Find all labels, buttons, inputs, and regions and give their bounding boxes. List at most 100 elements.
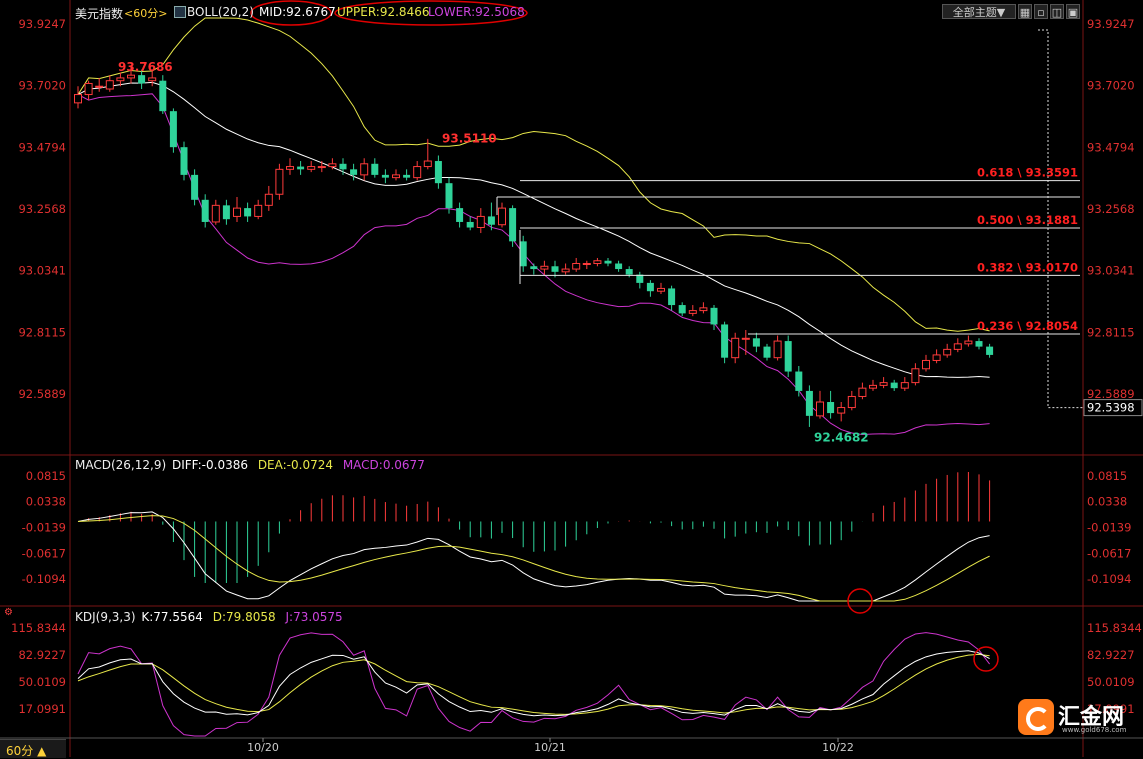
macd-axis-right-label: -0.1094 bbox=[1087, 572, 1131, 586]
candle-body-up bbox=[286, 166, 294, 170]
candle-body-up bbox=[540, 265, 549, 270]
candle-body-down bbox=[795, 371, 803, 391]
kdj-d-line bbox=[77, 653, 990, 715]
candle-body-up bbox=[773, 340, 782, 359]
kdj-axis-right-label: 50.0109 bbox=[1087, 675, 1135, 689]
candle-body-down bbox=[636, 274, 644, 283]
price-axis-left-label: 92.8115 bbox=[18, 325, 66, 339]
candle-body-down bbox=[710, 307, 718, 325]
candle-body-up bbox=[74, 94, 82, 104]
fib-label: 0.382 \ 93.0170 bbox=[977, 260, 1078, 274]
candle-body-up bbox=[657, 287, 665, 292]
kdj-header: KDJ(9,3,3) K:77.5564 D:79.8058 J:73.0575 bbox=[75, 610, 343, 624]
date-label: 10/22 bbox=[822, 741, 854, 754]
candle-body-up bbox=[922, 359, 930, 370]
macd-axis-right-label: -0.0139 bbox=[1087, 520, 1131, 534]
header-bar: 美元指数 <60分> BOLL(20,2) MID:92.6767 UPPER:… bbox=[0, 0, 1143, 22]
brand-logo-mark bbox=[1026, 707, 1050, 731]
indicator-label: BOLL(20,2) bbox=[187, 5, 254, 19]
macd-title: MACD(26,12,9) bbox=[75, 458, 167, 472]
candle-body-up bbox=[105, 80, 114, 90]
candle-body-up bbox=[116, 77, 125, 82]
candle-body-down bbox=[890, 382, 898, 389]
kdj-axis-right-label: 115.8344 bbox=[1087, 621, 1142, 635]
candle-body-up bbox=[84, 82, 93, 96]
fib-label: 0.236 \ 92.8054 bbox=[977, 319, 1078, 333]
price-axis-right-label: 93.9247 bbox=[1087, 17, 1135, 31]
candle-body-down bbox=[604, 260, 612, 264]
boll-upper-line bbox=[77, 17, 990, 332]
brand-logo: 汇金网 www.gold678.com bbox=[1018, 697, 1138, 737]
candle-body-down bbox=[646, 282, 654, 292]
price-axis-right-label: 93.7020 bbox=[1087, 79, 1135, 93]
candle-body-down bbox=[668, 288, 676, 306]
candle-body-down bbox=[159, 80, 167, 112]
price-axis-left-label: 93.2568 bbox=[18, 202, 66, 216]
macd-axis-left-label: 0.0815 bbox=[26, 469, 66, 483]
price-axis-left-label: 93.0341 bbox=[18, 264, 66, 278]
price-axis-right-label: 93.0341 bbox=[1087, 264, 1135, 278]
candle-body-up bbox=[307, 166, 316, 170]
candle-body-up bbox=[900, 382, 909, 389]
candle-body-down bbox=[180, 147, 188, 175]
period-label[interactable]: <60分> bbox=[124, 7, 168, 20]
candle-body-up bbox=[211, 204, 220, 223]
kdj-j-line bbox=[77, 632, 990, 737]
theme-button[interactable]: 全部主题▼ bbox=[942, 4, 1016, 19]
candle-body-down bbox=[138, 75, 146, 84]
candle-body-down bbox=[403, 174, 411, 178]
candle-body-down bbox=[222, 205, 230, 220]
macd-axis-right-label: -0.0617 bbox=[1087, 546, 1131, 560]
candle-body-up bbox=[392, 174, 400, 179]
candle-body-up bbox=[476, 215, 485, 229]
price-axis-left-label: 92.5889 bbox=[18, 387, 66, 401]
window-max-icon[interactable]: ◫ bbox=[1050, 4, 1064, 19]
boll-mid-value: MID:92.6767 bbox=[259, 5, 336, 19]
candle-body-down bbox=[381, 174, 389, 178]
candle-body-up bbox=[816, 401, 824, 417]
highlight-ellipse-bands bbox=[334, 0, 528, 26]
boll-icon[interactable] bbox=[174, 6, 186, 18]
candle-body-down bbox=[625, 269, 633, 275]
window-tile-icon[interactable]: ▦ bbox=[1018, 4, 1032, 19]
candle-body-down bbox=[339, 163, 347, 170]
macd-axis-right-label: 0.0338 bbox=[1087, 495, 1127, 509]
macd-axis-right-label: 0.0815 bbox=[1087, 469, 1127, 483]
candle-body-down bbox=[763, 346, 771, 358]
low-label: 92.4682 bbox=[814, 430, 869, 444]
candle-body-up bbox=[413, 166, 422, 179]
candle-body-down bbox=[678, 305, 686, 314]
candle-body-down bbox=[350, 169, 358, 175]
kdj-k: K:77.5564 bbox=[141, 610, 203, 624]
candle-body-up bbox=[317, 166, 326, 169]
macd-header: MACD(26,12,9) DIFF:-0.0386 DEA:-0.0724 M… bbox=[75, 458, 425, 472]
brand-name: 汇金网 bbox=[1058, 705, 1125, 730]
candle-body-down bbox=[551, 266, 559, 272]
candle-body-up bbox=[593, 260, 602, 265]
candle-body-up bbox=[699, 307, 708, 312]
period-button-label: 60分 ▲ bbox=[6, 744, 47, 758]
price-axis-left-label: 93.7020 bbox=[18, 79, 66, 93]
highlight-ellipse-mid bbox=[250, 0, 332, 26]
candle-body-up bbox=[498, 207, 506, 226]
settings-icon[interactable]: ⚙ bbox=[4, 607, 13, 618]
kdj-j: J:73.0575 bbox=[285, 610, 343, 624]
candle-body-down bbox=[721, 324, 729, 358]
candle-body-up bbox=[275, 168, 284, 195]
kdj-title: KDJ(9,3,3) bbox=[75, 610, 136, 624]
candle-body-up bbox=[561, 268, 570, 273]
high-label-1: 93.7686 bbox=[118, 60, 173, 74]
candle-body-down bbox=[509, 208, 517, 242]
window-min-icon[interactable]: ▫ bbox=[1034, 4, 1048, 19]
macd-axis-left-label: 0.0338 bbox=[26, 495, 66, 509]
period-button[interactable]: 60分 ▲ bbox=[0, 739, 66, 758]
candle-body-down bbox=[827, 402, 835, 414]
candle-body-up bbox=[837, 407, 846, 414]
window-restore-icon[interactable]: ▣ bbox=[1066, 4, 1080, 19]
candle-body-down bbox=[784, 341, 792, 372]
candle-body-up bbox=[879, 382, 888, 386]
kdj-axis-left-label: 50.0109 bbox=[18, 675, 66, 689]
kdj-axis-left-label: 115.8344 bbox=[11, 621, 66, 635]
candle-body-up bbox=[328, 163, 337, 168]
